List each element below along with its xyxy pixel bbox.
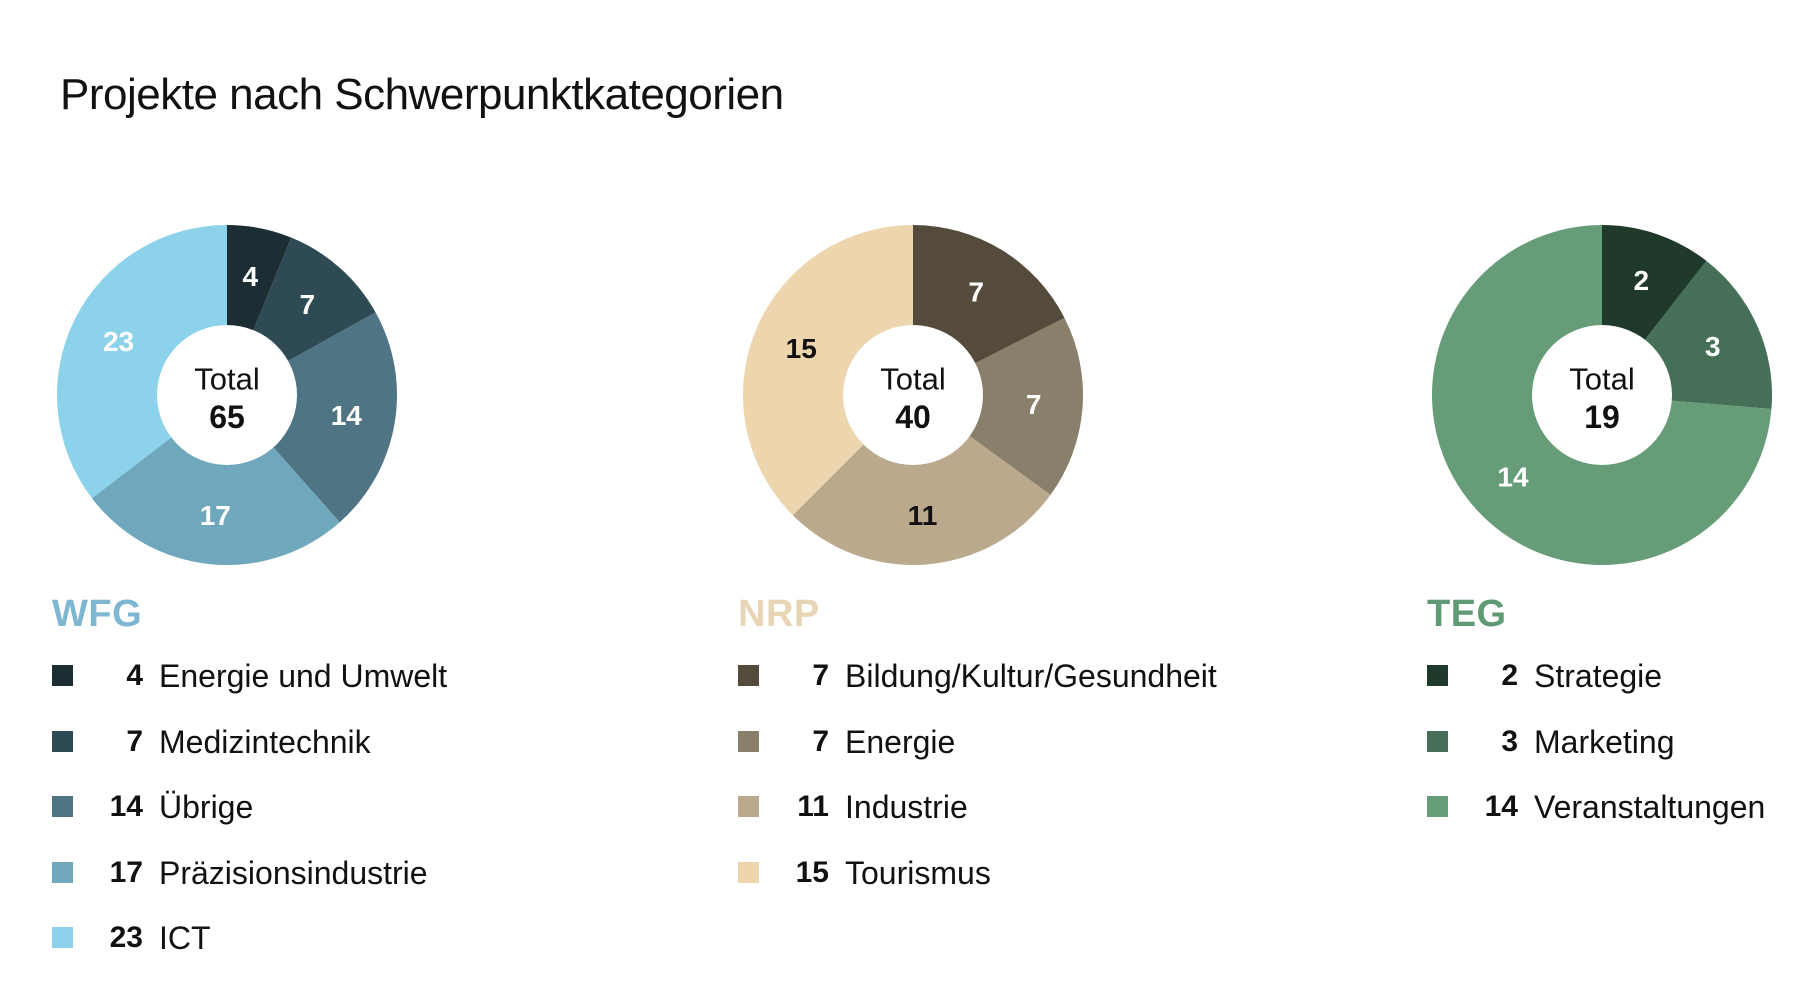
legend-label-nrp-tourismus: Tourismus [845,854,991,891]
legend-swatch-nrp-bildung-kultur-gesundheit [738,665,759,686]
slice-label-nrp-bildung-kultur-gesundheit: 7 [968,276,984,307]
slice-nrp-industrie [792,395,1051,565]
legend-value-nrp-bildung-kultur-gesundheit: 7 [812,659,829,692]
total-label-wfg: Total [194,362,259,397]
donut-hole-teg [1532,325,1672,465]
legend-value-wfg-praezisionsindustrie: 17 [109,855,143,889]
legend-label-nrp-energie: Energie [845,723,956,760]
legend-label-wfg-ict: ICT [159,920,211,956]
legend-swatch-teg-marketing [1427,730,1448,752]
page-title: Projekte nach Schwerpunktkategorien [60,70,784,119]
slice-wfg-uebrige [227,312,397,523]
slice-label-wfg-praezisionsindustrie: 17 [200,500,231,531]
slice-label-teg-strategie: 2 [1634,265,1650,296]
slice-nrp-energie [913,317,1083,495]
legend-item-wfg-praezisionsindustrie: 17 Präzisionsindustrie [52,851,447,917]
legend-item-wfg-uebrige: 14 Übrige [52,785,447,851]
chart-block-teg: 2 3 14 Total 19 TEG 2 Strategie 3 Marketing 14 Ve… [1427,0,1793,984]
slice-label-nrp-tourismus: 15 [786,333,817,364]
legend-nrp: 7 Bildung/Kultur/Gesundheit 7 Energie 11 Indu… [738,654,1217,916]
slice-label-wfg-uebrige: 14 [331,400,363,431]
legend-label-nrp-industrie: Industrie [845,789,968,825]
legend-value-wfg-uebrige: 14 [109,790,143,823]
slice-wfg-ict [56,225,227,499]
legend-value-nrp-tourismus: 15 [795,855,829,889]
slice-label-teg-marketing: 3 [1705,331,1721,362]
legend-value-nrp-industrie: 11 [797,790,829,823]
slice-nrp-tourismus [742,225,913,516]
legend-label-wfg-uebrige: Übrige [159,789,254,825]
legend-wfg: 4 Energie und Umwelt 7 Medizintechnik 14 Übri… [52,654,447,982]
chart-title-nrp: NRP [738,593,820,635]
legend-label-nrp-bildung-kultur-gesundheit: Bildung/Kultur/Gesundheit [845,658,1217,694]
legend-swatch-teg-strategie [1427,665,1448,686]
slice-wfg-praezisionsindustrie [91,395,340,566]
legend-swatch-wfg-energie-und-umwelt [52,665,73,686]
legend-item-teg-veranstaltungen: 14 Veranstaltungen [1427,785,1765,851]
slice-label-wfg-ict: 23 [103,326,134,357]
legend-item-wfg-ict: 23 ICT [52,916,447,982]
legend-item-teg-strategie: 2 Strategie [1427,654,1765,720]
legend-label-wfg-energie-und-umwelt: Energie und Umwelt [159,658,448,694]
legend-value-nrp-energie: 7 [812,724,829,758]
legend-label-wfg-praezisionsindustrie: Präzisionsindustrie [159,854,428,891]
legend-value-wfg-ict: 23 [109,921,143,954]
legend-teg: 2 Strategie 3 Marketing 14 Veranstaltungen [1427,654,1765,851]
legend-swatch-nrp-tourismus [738,861,759,883]
legend-swatch-wfg-ict [52,927,73,948]
legend-item-wfg-energie-und-umwelt: 4 Energie und Umwelt [52,654,447,720]
slice-label-nrp-industrie: 11 [908,500,938,531]
legend-value-teg-marketing: 3 [1501,724,1518,758]
chart-block-wfg: 4 7 14 17 23 Total 65 WFG 4 Energie und Umwelt 7… [52,0,612,984]
chart-title-wfg: WFG [52,593,143,635]
legend-swatch-teg-veranstaltungen [1427,796,1448,817]
legend-item-teg-marketing: 3 Marketing [1427,720,1765,786]
legend-value-wfg-energie-und-umwelt: 4 [126,659,143,692]
slice-label-wfg-medizintechnik: 7 [299,289,315,320]
donut-hole-wfg [157,325,297,465]
legend-item-nrp-energie: 7 Energie [738,720,1217,786]
legend-swatch-wfg-praezisionsindustrie [52,861,73,883]
slice-label-nrp-energie: 7 [1026,389,1042,420]
chart-block-nrp: 7 7 11 15 Total 40 NRP 7 Bildung/Kultur/Gesund… [738,0,1298,984]
total-value-teg: 19 [1584,399,1620,435]
slice-label-teg-veranstaltungen: 14 [1497,461,1529,492]
legend-label-wfg-medizintechnik: Medizintechnik [159,723,371,760]
legend-label-teg-marketing: Marketing [1534,723,1675,760]
total-label-teg: Total [1569,362,1634,397]
legend-item-nrp-industrie: 11 Industrie [738,785,1217,851]
legend-swatch-wfg-medizintechnik [52,730,73,752]
total-value-wfg: 65 [209,399,245,435]
legend-item-nrp-bildung-kultur-gesundheit: 7 Bildung/Kultur/Gesundheit [738,654,1217,720]
slice-label-wfg-energie-und-umwelt: 4 [242,261,258,292]
total-value-nrp: 40 [895,399,931,435]
legend-value-teg-strategie: 2 [1501,659,1518,692]
total-label-nrp: Total [880,362,945,397]
legend-swatch-nrp-industrie [738,796,759,817]
legend-item-nrp-tourismus: 15 Tourismus [738,851,1217,917]
legend-value-wfg-medizintechnik: 7 [126,724,143,758]
legend-swatch-wfg-uebrige [52,796,73,817]
legend-item-wfg-medizintechnik: 7 Medizintechnik [52,720,447,786]
chart-title-teg: TEG [1427,593,1507,635]
legend-label-teg-strategie: Strategie [1534,658,1663,694]
donut-hole-nrp [843,325,983,465]
legend-swatch-nrp-energie [738,730,759,752]
legend-label-teg-veranstaltungen: Veranstaltungen [1534,789,1766,825]
legend-value-teg-veranstaltungen: 14 [1484,790,1518,823]
